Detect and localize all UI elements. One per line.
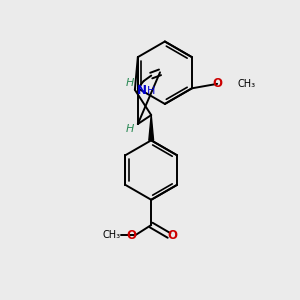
- Text: O: O: [126, 229, 136, 242]
- Text: CH₃: CH₃: [102, 230, 120, 241]
- Text: O: O: [168, 229, 178, 242]
- Polygon shape: [149, 115, 154, 140]
- Text: O: O: [212, 77, 222, 90]
- Text: H: H: [125, 124, 134, 134]
- Text: CH₃: CH₃: [238, 79, 256, 89]
- Text: H: H: [125, 78, 134, 88]
- Text: H: H: [147, 86, 155, 96]
- Text: N: N: [136, 84, 146, 97]
